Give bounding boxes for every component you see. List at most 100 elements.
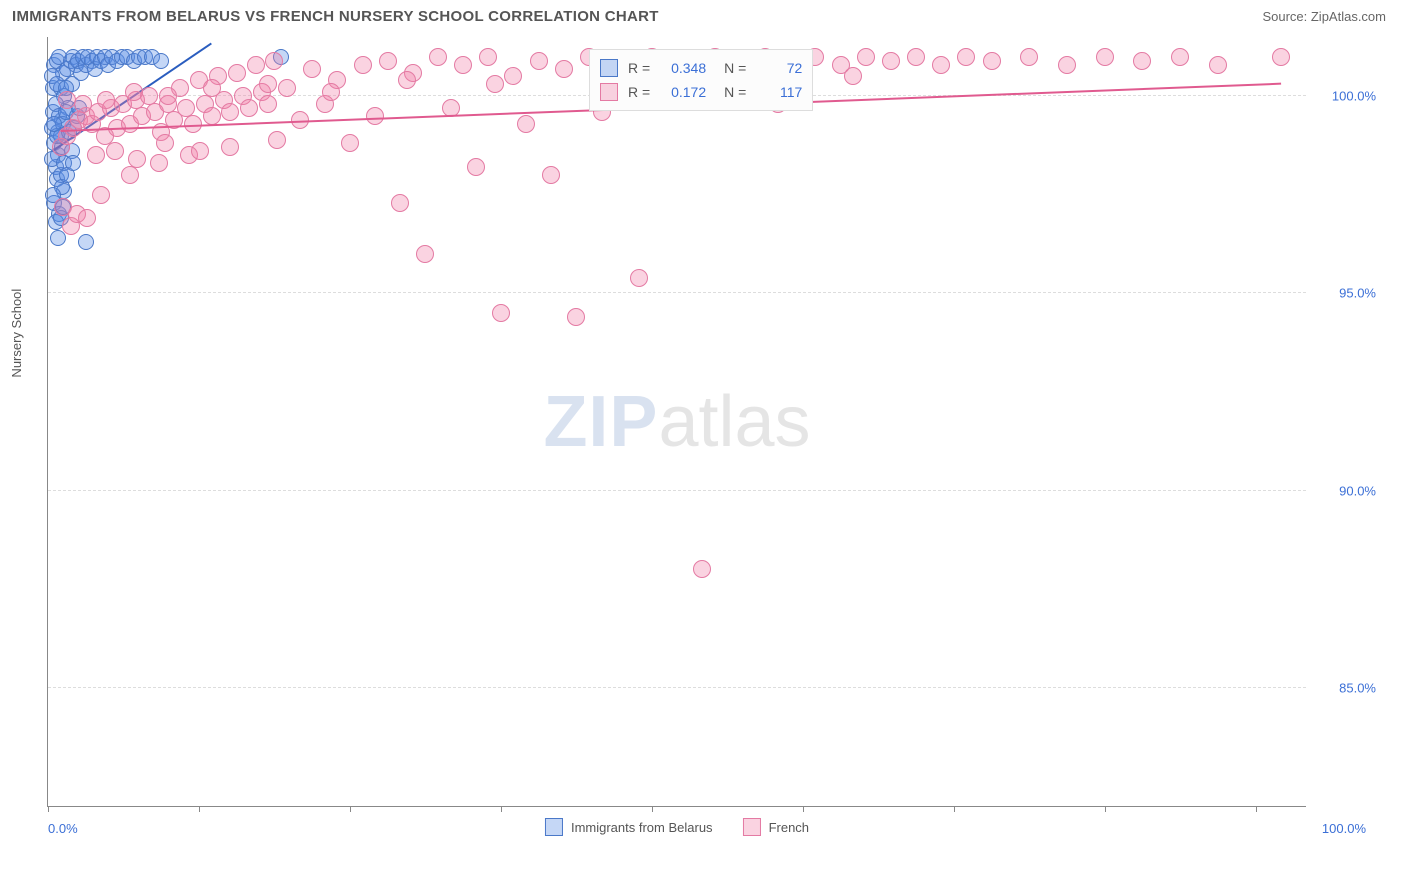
data-point xyxy=(156,134,174,152)
data-point xyxy=(354,56,372,74)
data-point xyxy=(278,79,296,97)
data-point xyxy=(203,107,221,125)
data-point xyxy=(125,83,143,101)
y-tick-label: 95.0% xyxy=(1339,286,1376,301)
data-point xyxy=(74,95,92,113)
data-point xyxy=(150,154,168,172)
data-point xyxy=(379,52,397,70)
x-tick xyxy=(1105,806,1106,812)
data-point xyxy=(693,560,711,578)
x-axis-min-label: 0.0% xyxy=(48,821,78,836)
watermark: ZIPatlas xyxy=(543,381,810,463)
chart-title: IMMIGRANTS FROM BELARUS VS FRENCH NURSER… xyxy=(12,8,659,25)
data-point xyxy=(97,91,115,109)
data-point xyxy=(517,115,535,133)
x-tick xyxy=(1256,806,1257,812)
data-point xyxy=(128,150,146,168)
data-point xyxy=(1133,52,1151,70)
data-point xyxy=(92,186,110,204)
legend-swatch xyxy=(545,818,563,836)
data-point xyxy=(932,56,950,74)
header: IMMIGRANTS FROM BELARUS VS FRENCH NURSER… xyxy=(0,0,1406,33)
data-point xyxy=(159,87,177,105)
x-tick xyxy=(501,806,502,812)
data-point xyxy=(416,245,434,263)
data-point xyxy=(106,142,124,160)
legend-label: Immigrants from Belarus xyxy=(571,820,713,835)
data-point xyxy=(203,79,221,97)
data-point xyxy=(303,60,321,78)
data-point xyxy=(492,304,510,322)
data-point xyxy=(268,131,286,149)
data-point xyxy=(221,138,239,156)
data-point xyxy=(479,48,497,66)
x-axis-max-label: 100.0% xyxy=(1322,821,1366,836)
data-point xyxy=(1272,48,1290,66)
data-point xyxy=(1096,48,1114,66)
data-point xyxy=(87,146,105,164)
legend-item: Immigrants from Belarus xyxy=(545,818,713,836)
x-tick xyxy=(48,806,49,812)
data-point xyxy=(78,209,96,227)
y-tick-label: 90.0% xyxy=(1339,483,1376,498)
data-point xyxy=(398,71,416,89)
chart-container: Nursery School ZIPatlas 100.0%95.0%90.0%… xyxy=(15,37,1391,807)
stat-n-label: N = xyxy=(724,84,746,100)
x-tick xyxy=(954,806,955,812)
data-point xyxy=(530,52,548,70)
stat-n-value: 117 xyxy=(756,84,802,100)
data-point xyxy=(542,166,560,184)
data-point xyxy=(265,52,283,70)
stats-legend-row: R =0.172N =117 xyxy=(600,80,802,104)
legend-swatch xyxy=(743,818,761,836)
data-point xyxy=(486,75,504,93)
y-axis-label: Nursery School xyxy=(9,289,24,378)
gridline xyxy=(48,687,1306,688)
data-point xyxy=(857,48,875,66)
data-point xyxy=(221,103,239,121)
stats-legend: R =0.348N =72R =0.172N =117 xyxy=(589,49,813,111)
data-point xyxy=(504,67,522,85)
data-point xyxy=(259,95,277,113)
legend-label: French xyxy=(769,820,809,835)
data-point xyxy=(247,56,265,74)
data-point xyxy=(983,52,1001,70)
y-tick-label: 100.0% xyxy=(1332,89,1376,104)
x-tick xyxy=(652,806,653,812)
stat-r-value: 0.348 xyxy=(660,60,706,76)
source-label: Source: ZipAtlas.com xyxy=(1262,9,1386,24)
data-point xyxy=(844,67,862,85)
data-point xyxy=(567,308,585,326)
plot-area: ZIPatlas 100.0%95.0%90.0%85.0%0.0%100.0%… xyxy=(47,37,1306,807)
x-tick xyxy=(803,806,804,812)
data-point xyxy=(65,155,81,171)
data-point xyxy=(630,269,648,287)
data-point xyxy=(1209,56,1227,74)
data-point xyxy=(467,158,485,176)
data-point xyxy=(454,56,472,74)
data-point xyxy=(1020,48,1038,66)
data-point xyxy=(121,166,139,184)
data-point xyxy=(429,48,447,66)
data-point xyxy=(341,134,359,152)
legend-swatch xyxy=(600,59,618,77)
data-point xyxy=(153,53,169,69)
gridline xyxy=(48,490,1306,491)
data-point xyxy=(882,52,900,70)
data-point xyxy=(1171,48,1189,66)
x-tick xyxy=(199,806,200,812)
x-tick xyxy=(350,806,351,812)
stat-n-value: 72 xyxy=(756,60,802,76)
data-point xyxy=(555,60,573,78)
data-point xyxy=(259,75,277,93)
stat-n-label: N = xyxy=(724,60,746,76)
data-point xyxy=(191,142,209,160)
stat-r-value: 0.172 xyxy=(660,84,706,100)
legend-swatch xyxy=(600,83,618,101)
data-point xyxy=(907,48,925,66)
stat-r-label: R = xyxy=(628,60,650,76)
data-point xyxy=(957,48,975,66)
data-point xyxy=(58,91,76,109)
y-tick-label: 85.0% xyxy=(1339,680,1376,695)
data-point xyxy=(322,83,340,101)
